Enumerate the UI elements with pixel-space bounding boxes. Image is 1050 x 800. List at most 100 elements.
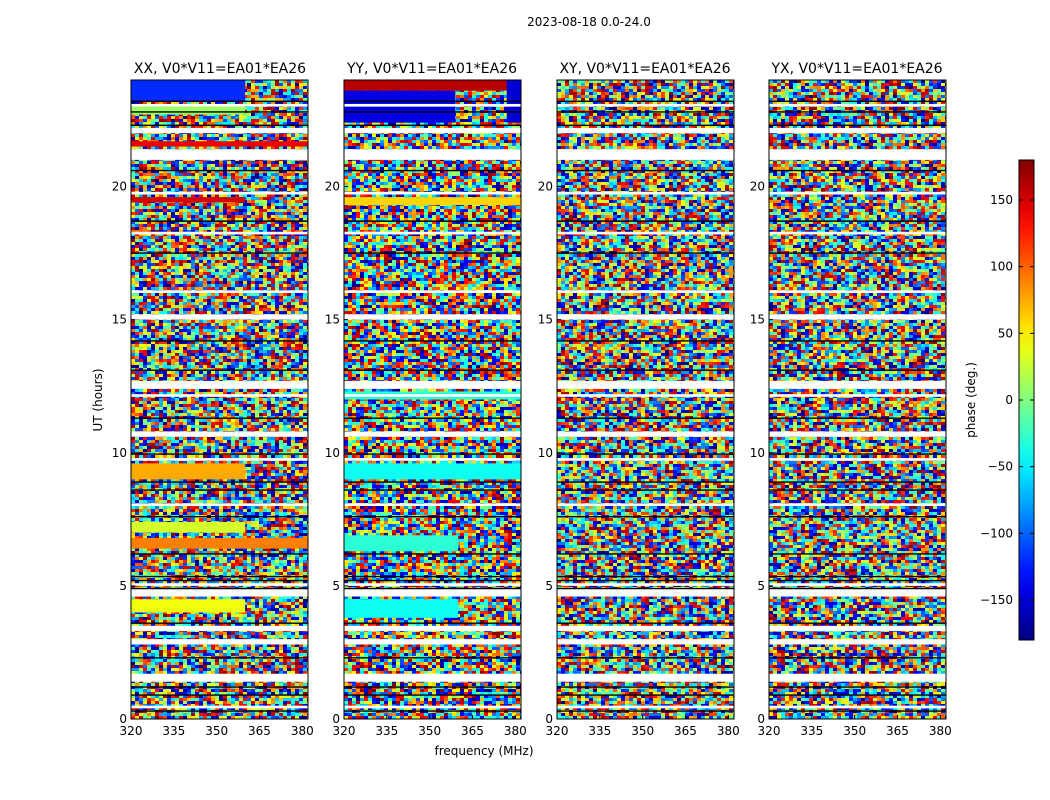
blank-row	[557, 231, 734, 235]
blank-row	[769, 394, 946, 397]
plot-frame	[556, 79, 735, 720]
blank-row	[344, 290, 521, 293]
blank-row	[344, 673, 521, 682]
blank-row	[557, 583, 734, 586]
blank-row	[131, 431, 308, 437]
x-tick-label: 380	[504, 724, 527, 738]
blank-row	[557, 503, 734, 506]
coherent-band	[344, 463, 521, 480]
blank-row	[131, 380, 308, 389]
x-tick-label: 320	[333, 724, 356, 738]
colorbar: −150 −100 −50 0 50 100 150	[980, 159, 1035, 641]
blank-row	[131, 191, 308, 195]
x-tick-label: 350	[631, 724, 654, 738]
y-tick-label: 0	[332, 712, 340, 726]
colorbar-tick-label: 150	[990, 193, 1013, 207]
heatmap-area	[131, 80, 308, 719]
blank-row	[131, 103, 308, 107]
colorbar-tick-label: −150	[980, 593, 1013, 607]
x-tick-label: 350	[418, 724, 441, 738]
plot-frame	[130, 79, 309, 720]
blank-row	[131, 503, 308, 506]
blank-row	[557, 103, 734, 107]
blank-row	[557, 191, 734, 195]
panel-xx: XX, V0*V11=EA01*EA26 320 335 350 365 380 0 5 10…	[112, 61, 314, 738]
blank-row	[557, 639, 734, 645]
plot-frame	[343, 79, 522, 720]
y-tick-label: 20	[112, 180, 127, 194]
colorbar-tick-label: 100	[990, 260, 1013, 274]
blank-row	[769, 639, 946, 645]
heatmap-area	[769, 80, 946, 719]
blank-row	[557, 394, 734, 397]
blank-row	[557, 705, 734, 709]
coherent-band	[131, 599, 246, 613]
blank-row	[557, 431, 734, 437]
x-tick-label: 365	[248, 724, 271, 738]
y-tick-label: 20	[750, 180, 765, 194]
blank-row	[344, 191, 521, 195]
blank-row	[344, 625, 521, 632]
blank-row	[557, 588, 734, 597]
x-tick-label: 335	[588, 724, 611, 738]
panel-title: XX, V0*V11=EA01*EA26	[134, 61, 306, 77]
blank-row	[557, 673, 734, 682]
blank-row	[769, 588, 946, 597]
y-tick-label: 10	[112, 446, 127, 460]
x-tick-label: 350	[205, 724, 228, 738]
x-tick-label: 365	[674, 724, 697, 738]
blank-row	[769, 673, 946, 682]
x-tick-label: 380	[717, 724, 740, 738]
x-tick-label: 365	[461, 724, 484, 738]
coherent-band	[131, 463, 246, 480]
y-tick-label: 0	[119, 712, 127, 726]
y-axis-label: UT (hours)	[91, 368, 105, 431]
blank-row	[344, 705, 521, 709]
x-tick-label: 320	[120, 724, 143, 738]
blank-row	[344, 380, 521, 389]
panel-yy: YY, V0*V11=EA01*EA26 320 335 350 365 380 0 5 10…	[325, 61, 527, 738]
colorbar-label: phase (deg.)	[964, 362, 978, 438]
blank-row	[131, 458, 308, 461]
blank-row	[769, 127, 946, 134]
blank-row	[769, 431, 946, 437]
y-tick-label: 15	[112, 313, 127, 327]
y-tick-label: 5	[332, 579, 340, 593]
blank-row	[344, 103, 521, 107]
coherent-band	[131, 521, 246, 533]
panel-yx: YX, V0*V11=EA01*EA26 320 335 350 365 380 0 5 10…	[750, 61, 952, 738]
figure-suptitle: 2023-08-18 0.0-24.0	[527, 15, 651, 29]
blank-row	[344, 149, 521, 160]
blank-row	[131, 625, 308, 632]
blank-row	[344, 503, 521, 506]
x-tick-label: 320	[546, 724, 569, 738]
blank-row	[769, 149, 946, 160]
blank-row	[557, 314, 734, 320]
blank-row	[131, 231, 308, 235]
panel-xy: XY, V0*V11=EA01*EA26 320 335 350 365 380 0 5 10…	[538, 61, 740, 738]
coherent-band	[344, 599, 459, 618]
blank-row	[557, 149, 734, 160]
coherent-band	[344, 535, 459, 552]
blank-row	[131, 673, 308, 682]
heatmap-area	[557, 80, 734, 719]
blank-row	[344, 394, 521, 397]
blank-row	[344, 231, 521, 235]
blank-row	[557, 290, 734, 293]
blank-row	[131, 290, 308, 293]
blank-row	[131, 705, 308, 709]
coherent-band	[344, 197, 521, 206]
blank-row	[769, 625, 946, 632]
x-tick-label: 335	[162, 724, 185, 738]
blank-row	[557, 127, 734, 134]
colorbar-tick-label: −50	[988, 460, 1013, 474]
y-tick-label: 0	[545, 712, 553, 726]
y-tick-label: 5	[757, 579, 765, 593]
coherent-band	[131, 141, 308, 147]
blank-row	[344, 314, 521, 320]
blank-row	[769, 583, 946, 586]
x-tick-label: 350	[843, 724, 866, 738]
blank-row	[769, 231, 946, 235]
blank-row	[131, 394, 308, 397]
